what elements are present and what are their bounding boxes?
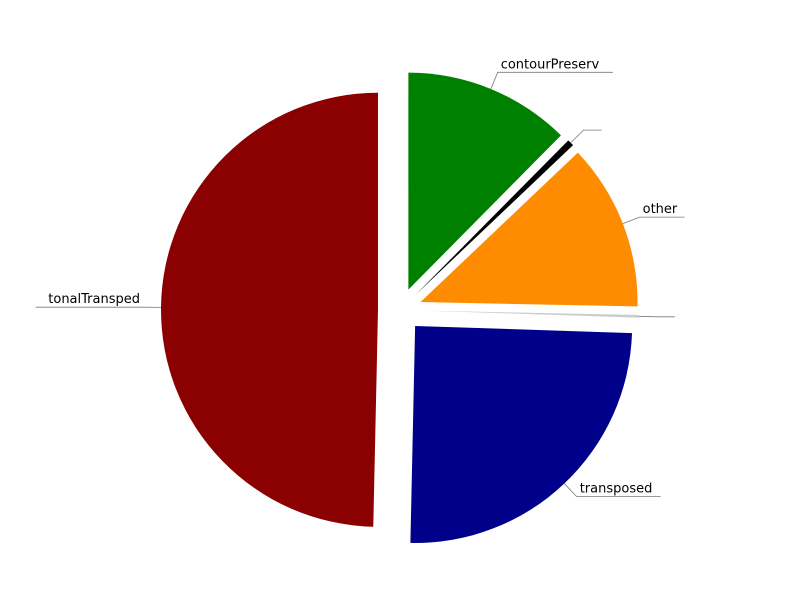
pie-slice-unlabeled-1 [415,140,574,295]
leader-line-transposed [564,483,661,498]
slice-label-contourPreserv: contourPreserv [501,57,600,72]
pie-labels: contourPreserv other transposed tonalTransp… [35,57,685,498]
pie-slice-tonalTransped [161,92,379,527]
slice-label-tonalTransped: tonalTransped [48,292,140,307]
leader-line-contourPreserv [490,71,613,90]
slice-label-transposed: transposed [580,482,653,497]
pie-slice-unlabeled-3 [421,310,639,318]
pie-slice-transposed [410,325,633,543]
pie-slices [161,72,639,543]
pie-slice-other [420,152,638,307]
leader-line-unlabeled-1 [570,129,602,144]
slice-label-other: other [643,202,678,217]
pie-slice-contourPreserv [408,72,561,290]
leader-line-other [622,216,685,225]
